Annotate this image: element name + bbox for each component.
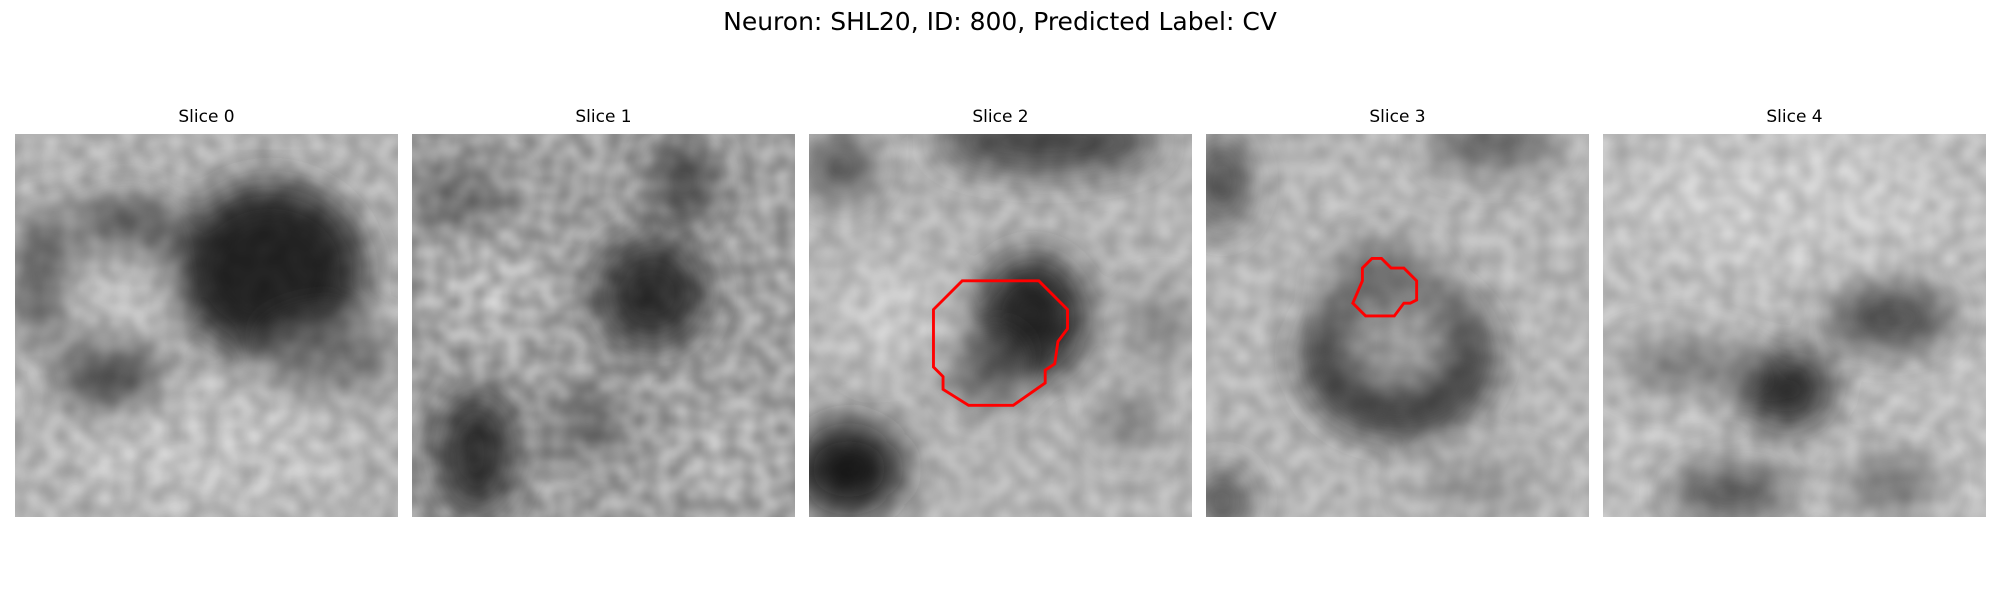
figure-title: Neuron: SHL20, ID: 800, Predicted Label:… bbox=[723, 7, 1277, 36]
slice-panel-4: Slice 4 bbox=[1603, 106, 1986, 517]
microscopy-slice-image bbox=[809, 134, 1192, 517]
slice-panel-2: Slice 2 bbox=[809, 106, 1192, 517]
slice-title: Slice 3 bbox=[1369, 107, 1426, 127]
slice-title: Slice 0 bbox=[178, 107, 235, 127]
microscopy-slice-image bbox=[412, 134, 795, 517]
segmentation-contour bbox=[1351, 257, 1419, 318]
slice-panel-1: Slice 1 bbox=[412, 106, 795, 517]
slice-panel-0: Slice 0 bbox=[15, 106, 398, 517]
microscopy-slice-image bbox=[15, 134, 398, 517]
slice-title: Slice 1 bbox=[575, 107, 632, 127]
microscopy-slice-image bbox=[1206, 134, 1589, 517]
microscopy-slice-image bbox=[1603, 134, 1986, 517]
slice-title: Slice 2 bbox=[972, 107, 1029, 127]
slice-title: Slice 4 bbox=[1766, 107, 1823, 127]
segmentation-contour bbox=[932, 279, 1069, 407]
slice-panel-3: Slice 3 bbox=[1206, 106, 1589, 517]
